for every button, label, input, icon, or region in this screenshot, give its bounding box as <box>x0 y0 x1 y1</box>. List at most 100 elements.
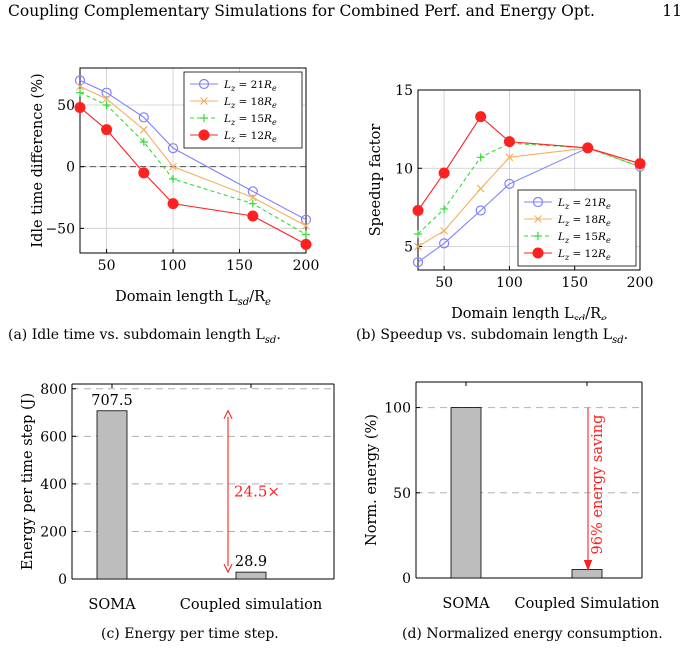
data-point <box>76 82 84 91</box>
y-tick-label: 50 <box>57 98 75 114</box>
x-tick-label: 50 <box>98 258 116 274</box>
speedup-chart: 50 100 150 200 5 10 15 Lz = 21Re Lz = 18Re Lz = 1… <box>368 83 654 325</box>
data-point <box>248 193 257 202</box>
data-point <box>101 87 112 98</box>
figure-panel-a: 50 100 150 200 −50 0 50 Lz = 21Re Lz = 18Re Lz = … <box>0 52 346 320</box>
x-tick-label: 200 <box>627 275 654 291</box>
energy-per-step-chart: 0 200 400 600 800 SOMA 707.5 Coupled simulation… <box>20 382 335 613</box>
legend-marker <box>200 97 208 105</box>
data-point <box>169 175 178 183</box>
data-point <box>139 138 148 146</box>
legend-marker <box>200 114 208 122</box>
series-line <box>79 107 307 245</box>
x-tick-label: 50 <box>435 275 453 291</box>
data-point <box>300 238 312 250</box>
caption-d: (d) Normalized energy consumption. <box>402 626 663 642</box>
data-point <box>504 178 515 190</box>
data-point <box>76 88 84 97</box>
arrow-head-top <box>223 409 233 419</box>
y-tick-label: 0 <box>66 160 75 176</box>
category-label: SOMA <box>442 596 490 612</box>
legend-marker <box>532 196 544 208</box>
data-point <box>634 158 646 170</box>
caption-c: (c) Energy per time step. <box>101 626 279 642</box>
y-tick-label: 10 <box>395 161 413 177</box>
category-label: SOMA <box>88 597 136 613</box>
x-tick-label: 100 <box>496 275 523 291</box>
category-label: Coupled simulation <box>180 597 323 613</box>
data-point <box>476 153 485 162</box>
y-axis-label: Norm. energy (%) <box>364 414 380 546</box>
data-point <box>74 75 86 86</box>
ratio-annotation: 24.5× <box>234 482 280 500</box>
data-point <box>248 199 257 208</box>
series-line <box>417 115 641 211</box>
data-point <box>101 124 113 136</box>
y-tick-label: 400 <box>40 477 67 493</box>
data-point <box>247 210 259 222</box>
legend-label: Lz = 21Re <box>223 79 277 93</box>
data-point <box>414 230 422 238</box>
data-point <box>412 205 424 217</box>
saving-annotation: 96% energy saving <box>590 415 606 555</box>
legend-label: Lz = 12Re <box>223 130 277 144</box>
data-point <box>167 143 179 154</box>
y-axis-label: Energy per time step (J) <box>20 393 36 570</box>
y-tick-label: 0 <box>58 572 67 588</box>
y-tick-label: 5 <box>404 240 413 256</box>
y-tick-label: −50 <box>45 221 75 237</box>
data-point <box>440 204 449 213</box>
bar-1 <box>450 407 482 579</box>
series-3 <box>76 88 310 239</box>
legend-marker <box>532 247 544 259</box>
plot-frame <box>417 89 641 271</box>
data-point <box>102 94 111 103</box>
data-point <box>247 186 258 197</box>
series-2 <box>76 82 310 230</box>
series-1 <box>74 75 312 225</box>
data-point <box>138 167 150 179</box>
data-point <box>102 101 111 109</box>
category-label: Coupled Simulation <box>514 596 659 612</box>
y-tick-label: 15 <box>395 83 413 99</box>
arrow-head-bottom <box>223 563 233 574</box>
legend-marker <box>198 78 210 90</box>
legend: Lz = 21Re Lz = 18Re Lz = 15Re Lz = 12Re <box>183 71 303 149</box>
data-point <box>475 205 486 216</box>
y-tick-label: 100 <box>384 401 411 417</box>
legend-label: Lz = 18Re <box>223 96 277 110</box>
data-point <box>138 112 149 123</box>
data-point <box>440 226 449 235</box>
y-tick-label: 0 <box>402 571 411 587</box>
data-point <box>582 142 594 154</box>
legend-marker <box>534 215 542 223</box>
legend: Lz = 21Re Lz = 18Re Lz = 15Re Lz = 12Re <box>517 189 637 267</box>
data-point <box>438 167 450 179</box>
data-point <box>475 111 487 123</box>
legend-marker <box>534 232 542 240</box>
x-axis-label: Domain length Lsd/Re <box>451 306 607 320</box>
data-point <box>74 101 86 113</box>
data-point <box>302 230 310 239</box>
y-axis-label: Speedup factor <box>368 124 384 237</box>
ratio-arrow <box>223 409 233 574</box>
x-tick-label: 200 <box>293 258 320 274</box>
data-point <box>300 214 312 225</box>
running-header: Coupling Complementary Simulations for C… <box>8 2 682 24</box>
x-tick-label: 150 <box>561 275 588 291</box>
arrow-head <box>583 559 593 571</box>
data-point <box>476 184 485 193</box>
saving-arrow <box>583 407 593 571</box>
series-4 <box>412 111 646 217</box>
figure-panel-b: 50 100 150 200 5 10 15 Lz = 21Re Lz = 18Re Lz = 1… <box>346 52 692 325</box>
y-axis-label: Idle time difference (%) <box>30 73 46 247</box>
x-tick-label: 100 <box>160 258 187 274</box>
legend-label: Lz = 18Re <box>557 214 611 228</box>
value-label: 707.5 <box>91 393 133 409</box>
bar-2 <box>235 571 267 580</box>
data-point <box>139 125 148 134</box>
legend-marker <box>198 129 210 141</box>
x-tick-label: 150 <box>226 258 253 274</box>
legend-label: Lz = 15Re <box>223 113 277 127</box>
